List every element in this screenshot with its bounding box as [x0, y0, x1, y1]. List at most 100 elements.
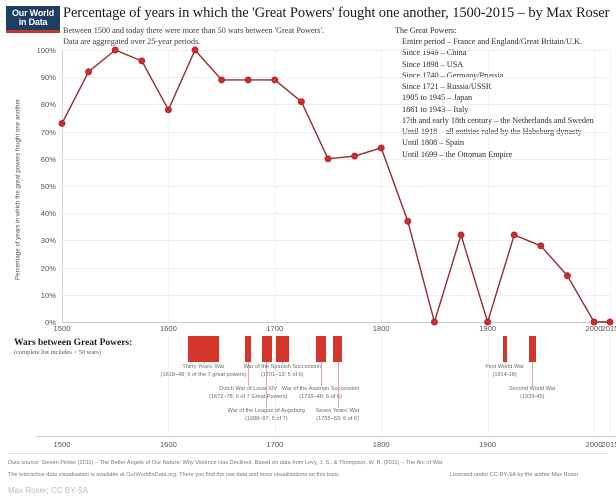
wars-panel-title: Wars between Great Powers: — [14, 338, 133, 348]
data-point[interactable] — [111, 46, 119, 54]
x-tick-label: 2015 — [601, 324, 616, 333]
data-point[interactable] — [563, 272, 571, 280]
data-point[interactable] — [377, 144, 385, 152]
war-annotation-name: War of the Austrian Succession — [281, 386, 360, 392]
war-annotation: Thirty Years' War (1618–48; 6 of the 7 gr… — [124, 364, 284, 379]
footer-credit: Max Roser; CC BY-SA — [8, 486, 89, 495]
y-tick-label: 90% — [40, 73, 56, 83]
data-point[interactable] — [537, 242, 545, 250]
series-path — [61, 48, 610, 325]
war-annotation-name: Dutch War of Louis XIV — [219, 386, 278, 392]
wars-vertical-gridline — [381, 336, 383, 434]
data-point[interactable] — [484, 318, 492, 326]
gridline — [62, 322, 610, 323]
data-point[interactable] — [430, 318, 438, 326]
great-power-item: 17th and early 18th century – the Nether… — [402, 115, 594, 125]
gridline — [62, 50, 610, 51]
war-bar[interactable] — [245, 336, 252, 362]
data-point[interactable] — [85, 68, 93, 76]
war-annotation-detail: (1701–13; 5 of 6) — [260, 371, 304, 378]
data-point[interactable] — [138, 57, 146, 65]
war-annotation-detail: (1688–97; 5 of 7) — [244, 415, 288, 422]
war-bar[interactable] — [502, 336, 507, 362]
great-power-item: Entire period – France and England/Great… — [402, 37, 583, 47]
wars-vertical-gridline — [594, 336, 596, 434]
data-point[interactable] — [404, 217, 412, 225]
wars-x-tick-label: 1600 — [159, 440, 177, 449]
owid-link[interactable]: OurWorldInData.org — [126, 472, 177, 478]
data-point[interactable] — [164, 106, 172, 114]
gridline — [62, 294, 610, 296]
war-bar[interactable] — [262, 336, 272, 362]
wars-x-tick-label: 2000 — [585, 440, 603, 449]
great-power-item: Since 1721 – Russia/USSR — [402, 82, 492, 92]
y-tick-label: 10% — [40, 290, 56, 300]
x-tick-label: 1800 — [372, 324, 390, 333]
data-point[interactable] — [218, 76, 226, 84]
war-bar[interactable] — [187, 336, 220, 362]
war-annotation-name: Second World War — [508, 386, 556, 392]
gridline — [62, 267, 610, 269]
wars-vertical-gridline — [610, 336, 611, 434]
data-point[interactable] — [191, 46, 199, 54]
great-power-item: Since 1740 – Germany/Prussia — [402, 70, 504, 80]
subtitle-line-1: Between 1500 and today there were more t… — [63, 26, 324, 35]
war-annotation-detail: (1739–48; 6 of 6) — [299, 393, 342, 400]
data-point[interactable] — [244, 76, 252, 84]
war-bar[interactable] — [275, 336, 289, 362]
gridline — [62, 104, 610, 106]
footer-interactive-post: . There you find the raw data and more v… — [176, 472, 341, 478]
x-tick-label: 2000 — [585, 324, 603, 333]
annotation-leader-line — [532, 362, 534, 386]
data-point[interactable] — [457, 231, 465, 239]
page-subtitle: Between 1500 and today there were more t… — [63, 25, 363, 48]
annotation-leader-line — [266, 362, 268, 408]
gridline — [62, 77, 610, 79]
gridline — [62, 131, 610, 133]
y-tick-label: 20% — [40, 263, 56, 273]
war-bar[interactable] — [333, 336, 342, 362]
y-tick-label: 40% — [40, 209, 56, 219]
war-annotation-name: War of the Spanish Succession — [243, 364, 322, 370]
data-point[interactable] — [606, 318, 614, 326]
wars-vertical-gridline — [168, 336, 170, 434]
wars-x-tick-label: 1500 — [53, 440, 71, 449]
vertical-gridline — [610, 50, 611, 322]
data-point[interactable] — [58, 119, 66, 127]
logo-line-1: Our World — [11, 8, 55, 18]
data-point[interactable] — [510, 231, 518, 239]
footer-interactive: The interactive data visualisation is av… — [8, 472, 340, 478]
war-annotation: Dutch War of Louis XIV (1672–78; 6 of 7 G… — [168, 386, 328, 401]
x-tick-label: 1500 — [53, 324, 71, 333]
war-bar[interactable] — [316, 336, 326, 362]
gridline — [62, 186, 610, 187]
war-annotation: War of the Spanish Succession (1701–13; 5… — [202, 364, 362, 379]
war-annotation-name: First World War — [485, 364, 524, 370]
footer-divider — [8, 453, 608, 454]
y-tick-label: 100% — [36, 46, 56, 55]
y-tick-label: 80% — [40, 100, 56, 110]
footer-interactive-pre: The interactive data visualisation is av… — [8, 472, 127, 478]
x-tick-label: 1700 — [266, 324, 284, 333]
series-line — [58, 46, 614, 326]
y-tick-label: 70% — [40, 127, 56, 137]
data-point[interactable] — [271, 76, 279, 84]
wars-axis-line — [36, 436, 616, 437]
war-annotation: War of the League of Augsburg (1688–97; 5… — [186, 408, 346, 423]
war-annotation: Second World War (1939-45) — [452, 386, 612, 401]
war-annotation-name: War of the League of Augsburg — [227, 408, 305, 414]
war-annotation-detail: (1755–63; 6 of 6) — [316, 415, 359, 422]
great-power-item: Until 1808 – Spain — [402, 138, 465, 148]
data-point[interactable] — [351, 152, 359, 160]
war-bar[interactable] — [529, 336, 536, 362]
annotation-leader-line — [504, 362, 506, 364]
page-title: Percentage of years in which the 'Great … — [63, 5, 610, 21]
y-tick-label: 60% — [40, 154, 56, 164]
data-point[interactable] — [590, 318, 598, 326]
y-tick-label: 30% — [40, 236, 56, 246]
war-annotation-detail: (1672–78; 6 of 7 Great Powers) — [209, 393, 288, 400]
war-annotation: War of the Austrian Succession (1739–48; … — [241, 386, 401, 401]
annotation-leader-line — [203, 362, 205, 364]
data-point[interactable] — [297, 98, 305, 106]
data-point[interactable] — [324, 155, 332, 163]
